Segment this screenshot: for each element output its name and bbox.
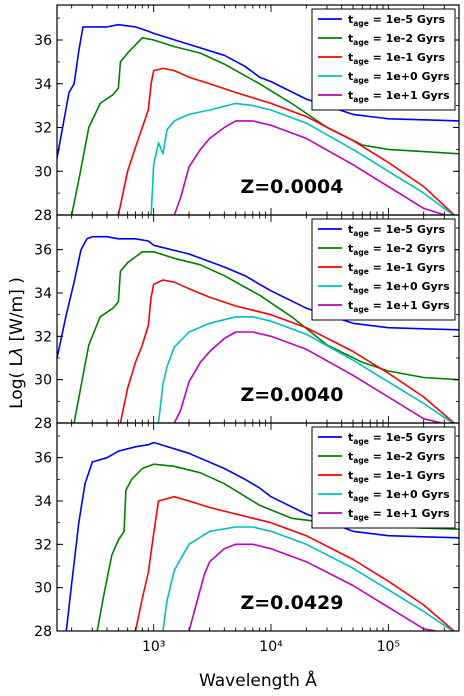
legend-entry: tage = 1e-2 Gyrs [348, 242, 445, 257]
legend-entry: tage = 1e-5 Gyrs [348, 223, 445, 238]
series-group [57, 235, 459, 423]
legend-entry: tage = 1e-1 Gyrs [348, 469, 445, 484]
legend-entry: tage = 1e-2 Gyrs [348, 32, 445, 47]
legend-entry: tage = 1e-1 Gyrs [348, 261, 445, 276]
y-tick-label: 28 [34, 416, 52, 432]
series-line-5 [173, 120, 448, 215]
y-tick-label: 30 [34, 581, 52, 597]
y-tick-label: 32 [34, 329, 52, 345]
series-line-5 [188, 543, 441, 631]
legend-box [311, 426, 456, 529]
y-tick-label: 36 [34, 33, 52, 49]
y-tick-label: 36 [34, 451, 52, 467]
metallicity-label: Z=0.0004 [240, 176, 343, 198]
series-line-3 [119, 279, 456, 423]
legend-entry: tage = 1e+1 Gyrs [348, 507, 450, 522]
y-axis-label: Log( Lλ [W/m] ) [7, 277, 27, 409]
y-tick-label: 32 [34, 121, 52, 137]
y-tick-label: 28 [34, 624, 52, 640]
plot-frame [56, 422, 460, 632]
legend-entry: tage = 1e-5 Gyrs [348, 13, 445, 28]
metallicity-label: Z=0.0040 [240, 384, 343, 406]
y-tick-label: 30 [34, 373, 52, 389]
x-axis-label: Wavelength Å [199, 669, 317, 691]
y-tick-label: 34 [34, 286, 52, 302]
series-line-4 [162, 526, 455, 631]
x-tick-label: 10⁵ [377, 639, 400, 655]
series-line-4 [150, 102, 455, 215]
legend-box [311, 218, 456, 321]
legend: tage = 1e-5 Gyrs tage = 1e-2 Gyrs tage = 1… [311, 8, 456, 111]
legend-entry: tage = 1e+1 Gyrs [348, 299, 450, 314]
x-tick-label: 10⁴ [259, 639, 283, 655]
series-line-3 [134, 495, 456, 631]
legend-entry: tage = 1e+1 Gyrs [348, 89, 450, 104]
legend-entry: tage = 1e-1 Gyrs [348, 51, 445, 66]
series-line-4 [157, 315, 455, 423]
y-tick-label: 34 [34, 494, 52, 510]
series-line-2 [73, 251, 459, 423]
panel-3: 28 30 32 34 36 10³ 10⁴ 10⁵ Z=0.0429 tage = 1e-5 G… [34, 422, 460, 655]
legend-entry: tage = 1e+0 Gyrs [348, 70, 450, 85]
x-tick-label: 10³ [142, 639, 165, 655]
series-line-5 [173, 331, 445, 423]
legend-entry: tage = 1e+0 Gyrs [348, 488, 450, 503]
legend: tage = 1e-5 Gyrs tage = 1e-2 Gyrs tage = 1… [311, 218, 456, 321]
series-line-3 [117, 67, 456, 215]
legend-entry: tage = 1e-2 Gyrs [348, 450, 445, 465]
legend: tage = 1e-5 Gyrs tage = 1e-2 Gyrs tage = 1… [311, 426, 456, 529]
y-tick-label: 36 [34, 243, 52, 259]
y-tick-label: 34 [34, 77, 52, 93]
y-tick-label: 32 [34, 537, 52, 553]
legend-entry: tage = 1e+0 Gyrs [348, 280, 450, 295]
legend-box [311, 8, 456, 111]
y-tick-label: 28 [34, 208, 52, 224]
legend-entry: tage = 1e-5 Gyrs [348, 431, 445, 446]
metallicity-label: Z=0.0429 [240, 592, 343, 614]
y-tick-label: 30 [34, 164, 52, 180]
